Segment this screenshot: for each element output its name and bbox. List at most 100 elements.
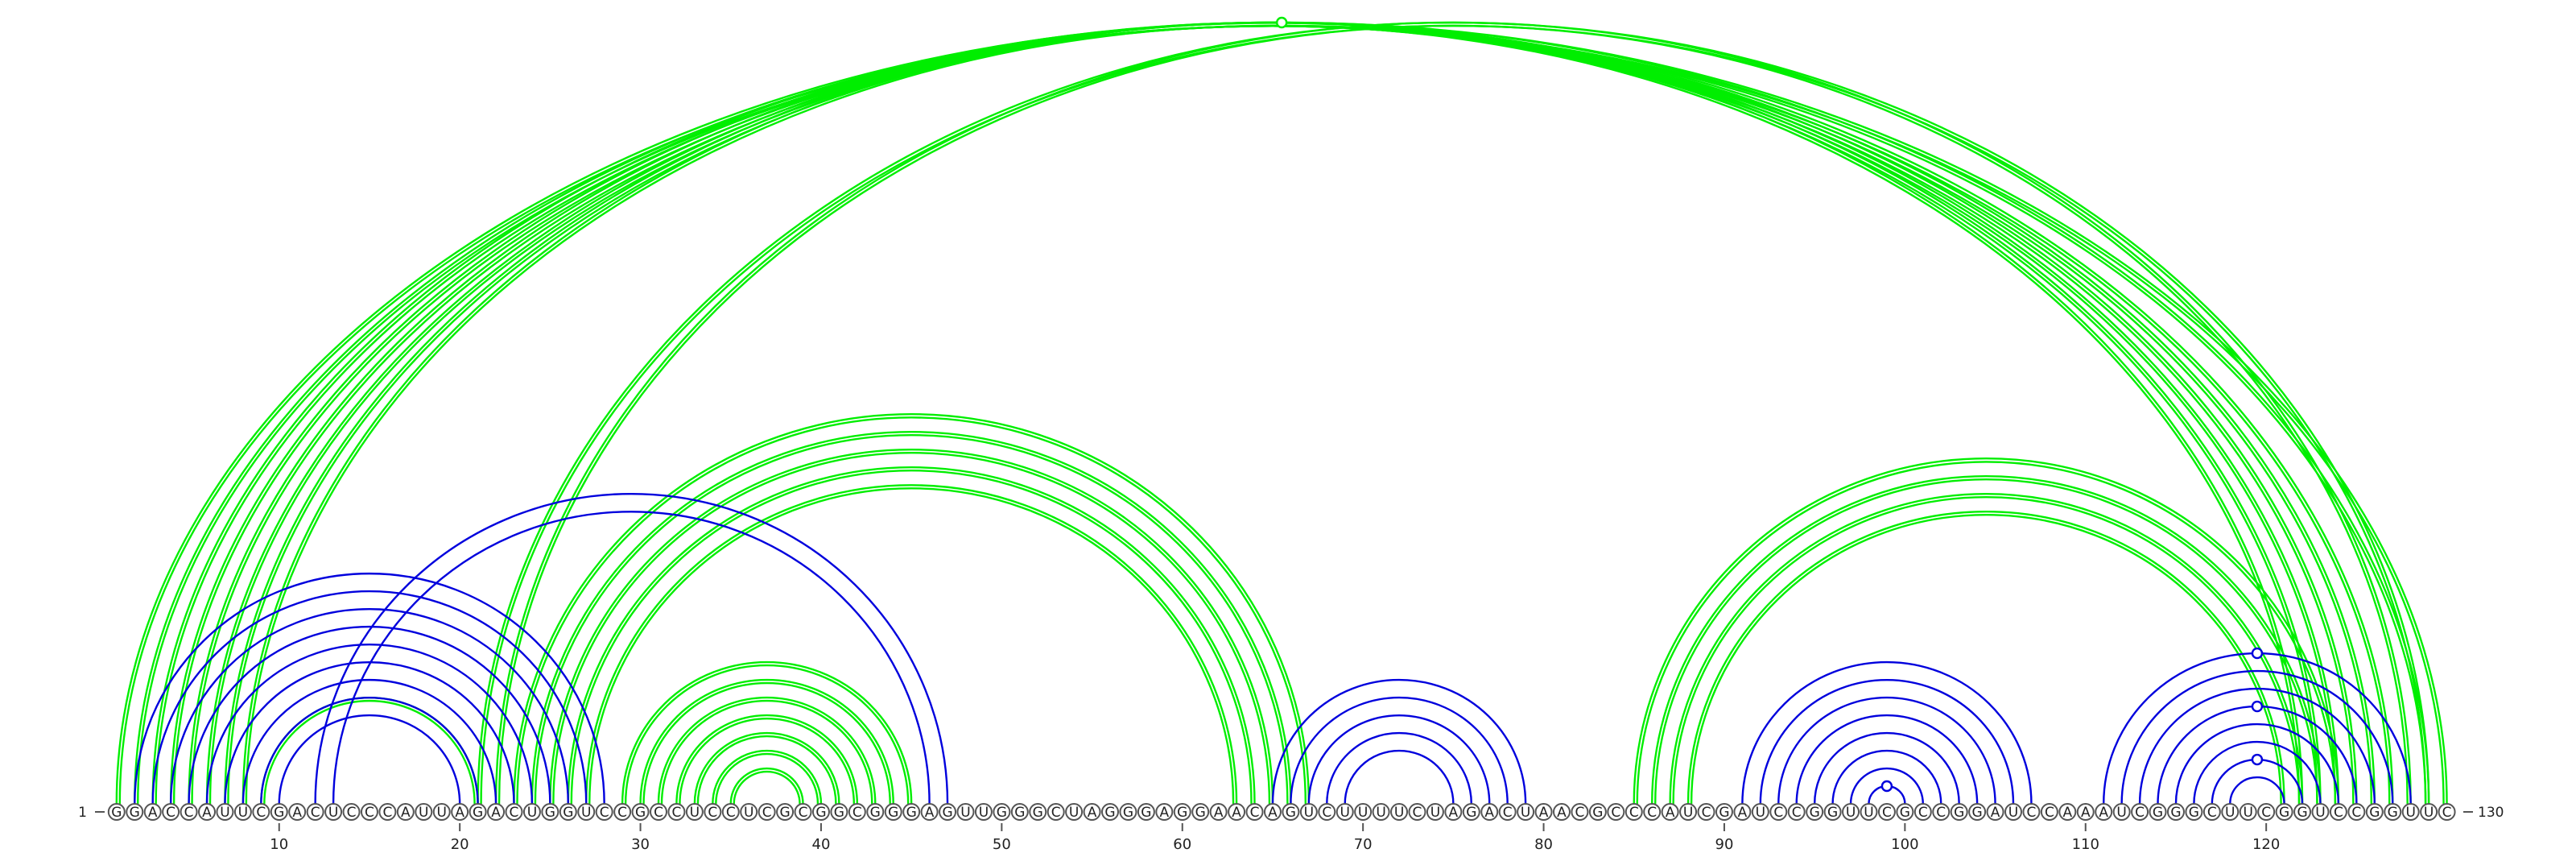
nucleotide-letter: G [1014, 805, 1025, 821]
nucleotide: C [2040, 803, 2058, 821]
nucleotide-circle [1444, 803, 1463, 821]
nucleotide-circle [143, 803, 162, 821]
nucleotide-letter: C [1413, 805, 1422, 821]
nucleotide-letter: A [401, 805, 411, 821]
nucleotide: G [884, 803, 902, 821]
nucleotide-circle [2293, 803, 2312, 821]
nucleotide-circle [1318, 803, 1336, 821]
tick-label-90: 90 [1715, 836, 1734, 853]
nucleotide-letter: U [2243, 805, 2252, 821]
nucleotide-letter: C [2442, 805, 2452, 821]
nucleotide: C [342, 803, 361, 821]
nucleotide: A [396, 803, 415, 821]
nucleotide-circle [1751, 803, 1769, 821]
nucleotide: G [2293, 803, 2312, 821]
nucleotide-circle [2257, 803, 2276, 821]
tick-label-30: 30 [631, 836, 650, 853]
arc-2-28 [134, 572, 605, 805]
nucleotide-letter: C [166, 805, 175, 821]
nucleotide: A [1228, 803, 1246, 821]
arc-26-64 [567, 466, 1256, 805]
arc-5-25 [188, 625, 551, 805]
nucleotide: U [1751, 803, 1769, 821]
nucleotide-circle [1480, 803, 1499, 821]
nucleotide-circle [126, 803, 144, 821]
nucleotide: G [1010, 803, 1029, 821]
nucleotide: U [577, 803, 596, 821]
nucleotide: G [2365, 803, 2384, 821]
nucleotide: C [1787, 803, 1806, 821]
nucleotide: C [378, 803, 397, 821]
nucleotide-letter: C [1611, 805, 1620, 821]
arc-31-43 [657, 696, 877, 805]
nucleotide-letter: U [2116, 805, 2126, 821]
nucleotide-letter: U [1358, 805, 1368, 821]
nucleotide-letter: C [1792, 805, 1802, 821]
arc-marker-114-125 [2251, 700, 2264, 713]
nucleotide-circle [2040, 803, 2058, 821]
nucleotide-circle [939, 803, 957, 821]
nucleotide-letter: G [870, 805, 881, 821]
nucleotide-letter: A [1232, 805, 1241, 821]
nucleotide-letter: G [779, 805, 790, 821]
nucleotide-circle [848, 803, 866, 821]
nucleotide-letter: U [238, 805, 248, 821]
nucleotide-circle [1624, 803, 1643, 821]
nucleotide: C [848, 803, 866, 821]
nucleotide-circle [180, 803, 198, 821]
nucleotide-letter: G [1810, 805, 1820, 821]
nucleotide-letter: G [834, 805, 844, 821]
nucleotide-letter: G [815, 805, 826, 821]
nucleotide: C [1571, 803, 1589, 821]
nucleotide: G [866, 803, 885, 821]
arc-97-101 [1849, 767, 1924, 805]
nucleotide-circle [1787, 803, 1806, 821]
nucleotide-letter: G [130, 805, 140, 821]
nucleotide: A [1534, 803, 1553, 821]
arc-88-121 [1686, 511, 2285, 805]
arc-inner-33-41 [696, 735, 837, 805]
nucleotide: U [2112, 803, 2131, 821]
nucleotide: C [1913, 803, 1932, 821]
nucleotide-letter: U [581, 805, 591, 821]
nucleotide-circle [1390, 803, 1409, 821]
nucleotide-circle [415, 803, 433, 821]
nucleotide: A [1263, 803, 1282, 821]
nucleotide: U [1517, 803, 1535, 821]
nucleotide-circle [1498, 803, 1517, 821]
arc-23-67 [513, 412, 1311, 805]
nucleotide-circle [1354, 803, 1373, 821]
nucleotide-circle [198, 803, 216, 821]
nucleotide-circle [233, 803, 252, 821]
nucleotide: C [2022, 803, 2041, 821]
nucleotide: U [415, 803, 433, 821]
arc-67-77 [1307, 714, 1491, 805]
nucleotide-circle [920, 803, 939, 821]
nucleotide: G [1588, 803, 1607, 821]
nucleotide: G [2166, 803, 2185, 821]
arc-35-39 [729, 767, 804, 805]
nucleotide-letter: U [220, 805, 229, 821]
arc-85-124 [1633, 457, 2340, 805]
nucleotide: C [2131, 803, 2149, 821]
nucleotide-letter: A [1738, 805, 1748, 821]
nucleotide-letter: U [328, 805, 338, 821]
nucleotide-circle [1245, 803, 1264, 821]
arc-86-123 [1651, 475, 2322, 805]
arc-inner-86-123 [1654, 478, 2318, 805]
nucleotide: A [487, 803, 506, 821]
nucleotide-circle [613, 803, 632, 821]
nucleotide-letter: U [1521, 805, 1530, 821]
arc-inner-21-129 [480, 24, 2427, 805]
nucleotide-circle [1643, 803, 1662, 821]
nucleotide-letter: G [111, 805, 122, 821]
nucleotide-letter: C [2334, 805, 2343, 821]
arc-10-20 [278, 714, 461, 805]
nucleotide-circle [2058, 803, 2077, 821]
nucleotide: U [216, 803, 234, 821]
nucleotide-circle [2149, 803, 2167, 821]
nucleotide: G [939, 803, 957, 821]
nucleotide: G [631, 803, 650, 821]
arc-117-122 [2211, 758, 2304, 805]
